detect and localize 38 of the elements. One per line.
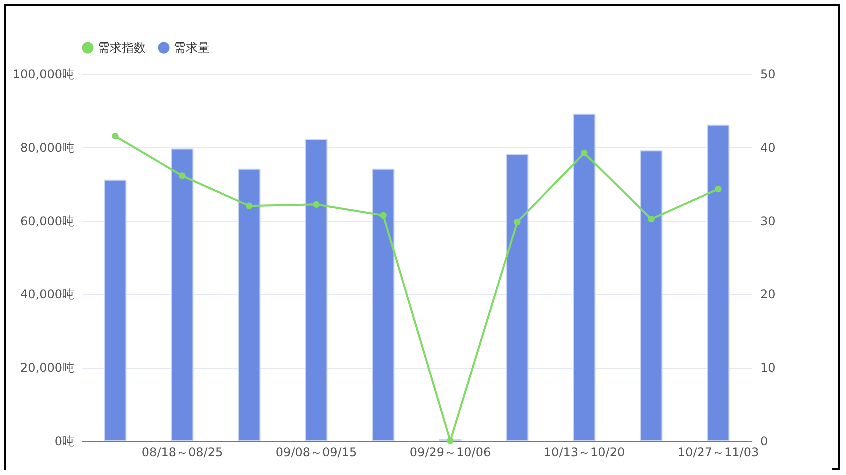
point <box>447 438 454 444</box>
point <box>112 133 119 140</box>
x-tick-label: 09/29～10/06 <box>410 446 492 460</box>
point <box>648 216 655 223</box>
y2-tick-label: 20 <box>760 288 776 302</box>
bar <box>707 124 730 442</box>
x-tick-label: 10/13～10/20 <box>544 446 626 460</box>
point <box>581 150 588 157</box>
bar <box>640 150 663 442</box>
y-tick-label: 20,000吨 <box>20 361 74 376</box>
x-tick-label: 08/18～08/25 <box>142 446 224 460</box>
bar <box>171 148 194 442</box>
bar <box>506 154 529 442</box>
bar <box>238 168 261 442</box>
point <box>514 218 521 226</box>
bar <box>372 168 395 442</box>
point <box>313 201 320 208</box>
y-tick-label: 0吨 <box>54 434 74 448</box>
legend-label: 需求指数 <box>98 41 146 55</box>
bar <box>104 180 127 442</box>
y2-tick-label: 50 <box>760 68 776 82</box>
y-tick-label: 80,000吨 <box>20 140 74 155</box>
y-tick-label: 40,000吨 <box>20 288 74 302</box>
point <box>380 212 387 220</box>
legend-label: 需求量 <box>174 41 210 55</box>
x-tick-label: 09/08～09/15 <box>276 446 358 460</box>
y2-tick-label: 0 <box>760 434 768 448</box>
point <box>715 186 722 193</box>
y2-tick-label: 10 <box>760 361 776 376</box>
x-tick-label: 10/27～11/03 <box>678 446 760 460</box>
y-tick-label: 100,000吨 <box>12 68 74 82</box>
y-tick-label: 60,000吨 <box>20 214 74 228</box>
bar <box>305 140 328 442</box>
point <box>179 172 186 180</box>
bar <box>573 114 596 442</box>
y2-tick-label: 30 <box>760 214 776 228</box>
point <box>246 202 253 210</box>
y2-tick-label: 40 <box>760 140 776 155</box>
